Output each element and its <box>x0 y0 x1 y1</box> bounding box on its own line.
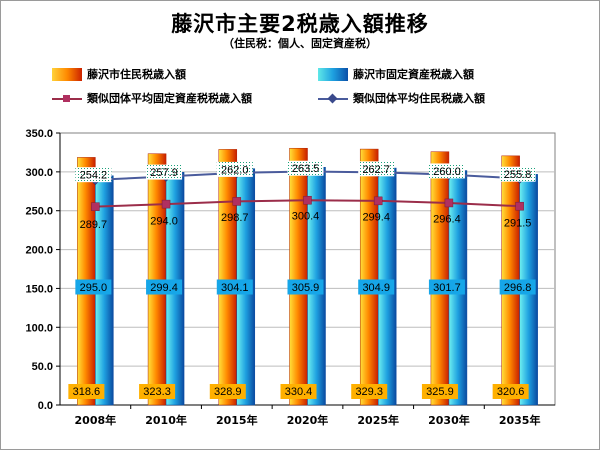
data-label-resident-bg <box>421 384 458 399</box>
data-label-similar-property: 254.2 <box>80 170 108 182</box>
data-label-resident-bg <box>351 384 388 399</box>
data-label-property: 304.1 <box>221 282 249 294</box>
data-label-resident: 323.3 <box>143 386 171 398</box>
data-label-resident: 318.6 <box>73 386 101 398</box>
data-label-resident: 320.6 <box>497 386 525 398</box>
legend-label-similar-resident: 類似団体平均住民税歳入額 <box>353 92 485 105</box>
x-tick-label: 2015年 <box>216 413 258 427</box>
y-tick-label: 100.0 <box>25 322 53 334</box>
data-label-resident: 328.9 <box>214 386 242 398</box>
legend-label-resident: 藤沢市住民税歳入額 <box>87 68 186 81</box>
data-label-similar-property-bg <box>287 160 324 176</box>
data-label-similar-property: 260.0 <box>433 166 461 178</box>
data-label-similar-property-bg <box>146 164 183 180</box>
y-tick-label: 150.0 <box>25 283 53 295</box>
data-label-similar-property: 257.9 <box>150 167 178 179</box>
data-label-resident-bg <box>139 384 176 399</box>
x-tick-label: 2025年 <box>357 413 399 427</box>
legend-swatch-similar-property <box>52 92 82 105</box>
data-label-similar-property: 262.0 <box>221 164 249 176</box>
data-label-resident: 325.9 <box>426 386 454 398</box>
legend-swatch-property <box>318 67 348 81</box>
data-label-resident-bg <box>280 384 317 399</box>
chart-subtitle: （住民税：個人、固定資産税） <box>223 37 377 50</box>
y-tick-label: 250.0 <box>25 206 53 218</box>
bar-resident <box>218 149 238 406</box>
data-label-property-bg <box>216 279 253 295</box>
data-label-similar-property-bg <box>216 161 253 177</box>
y-tick-label: 0.0 <box>38 400 53 412</box>
bar-resident <box>147 153 167 406</box>
data-label-resident-bg <box>68 384 105 399</box>
legend-swatch-similar-resident <box>318 92 348 105</box>
data-label-property-bg <box>428 279 465 295</box>
data-label-similar-property-bg <box>358 161 395 177</box>
data-label-property-bg <box>75 279 112 295</box>
data-label-resident-bg <box>492 384 529 399</box>
data-label-property: 295.0 <box>80 282 108 294</box>
marker-similar-property <box>303 195 312 205</box>
chart-legend: 藤沢市住民税歳入額 藤沢市固定資産税歳入額 類似団体平均固定資産税税歳入額 類似… <box>0 0 600 110</box>
x-tick-label: 2035年 <box>499 413 541 427</box>
data-label-similar-property: 262.7 <box>362 164 390 176</box>
data-label-resident: 329.3 <box>355 386 383 398</box>
legend-item-similar-property: 類似団体平均固定資産税税歳入額 <box>52 90 252 106</box>
marker-similar-property <box>91 202 100 211</box>
bar-resident <box>430 151 450 406</box>
data-label-similar-resident: 296.4 <box>433 214 461 226</box>
data-label-property: 296.8 <box>504 282 532 294</box>
x-tick-label: 2020年 <box>287 413 329 427</box>
legend-label-similar-property: 類似団体平均固定資産税税歳入額 <box>87 92 252 105</box>
data-label-property: 305.9 <box>292 282 320 294</box>
data-label-similar-resident: 299.4 <box>362 211 390 223</box>
x-tick-label: 2010年 <box>145 413 187 427</box>
data-label-similar-property: 263.5 <box>292 163 320 175</box>
legend-item-resident: 藤沢市住民税歳入額 <box>52 66 186 82</box>
chart-title: 藤沢市主要2税歳入額推移 <box>171 12 429 36</box>
data-label-similar-property-bg <box>428 163 465 179</box>
data-label-similar-resident: 289.7 <box>80 219 108 231</box>
bar-resident <box>289 147 308 406</box>
marker-similar-property <box>515 201 524 211</box>
data-label-similar-property-bg <box>75 167 112 183</box>
legend-item-property: 藤沢市固定資産税歳入額 <box>318 66 474 82</box>
marker-similar-property <box>232 197 242 206</box>
data-label-property-bg <box>287 279 324 295</box>
y-tick-label: 300.0 <box>25 167 53 179</box>
data-label-property: 301.7 <box>433 282 461 294</box>
data-label-similar-resident: 300.4 <box>292 211 320 223</box>
marker-similar-property <box>161 199 171 209</box>
data-label-resident: 330.4 <box>285 386 313 398</box>
data-label-property: 299.4 <box>150 282 178 294</box>
data-label-property-bg <box>146 279 183 295</box>
data-label-similar-resident: 294.0 <box>150 216 178 228</box>
y-tick-label: 50.0 <box>32 361 53 373</box>
bar-resident <box>359 148 379 406</box>
marker-similar-property <box>444 198 454 208</box>
data-label-resident-bg <box>209 384 246 399</box>
y-tick-label: 200.0 <box>25 245 53 257</box>
marker-similar-property <box>373 196 383 206</box>
data-label-property-bg <box>358 279 395 295</box>
x-tick-label: 2008年 <box>75 413 117 427</box>
data-label-property: 304.9 <box>362 282 390 294</box>
legend-label-property: 藤沢市固定資産税歳入額 <box>353 68 474 81</box>
data-label-similar-property-bg <box>499 166 536 182</box>
legend-item-similar-resident: 類似団体平均住民税歳入額 <box>318 90 485 106</box>
data-label-similar-property: 255.8 <box>504 169 532 181</box>
data-label-similar-resident: 298.7 <box>221 212 249 224</box>
x-tick-label: 2030年 <box>428 413 470 427</box>
data-label-property-bg <box>499 279 536 295</box>
legend-swatch-resident <box>52 67 82 81</box>
data-label-similar-resident: 291.5 <box>504 217 532 229</box>
y-tick-label: 350.0 <box>25 128 53 140</box>
